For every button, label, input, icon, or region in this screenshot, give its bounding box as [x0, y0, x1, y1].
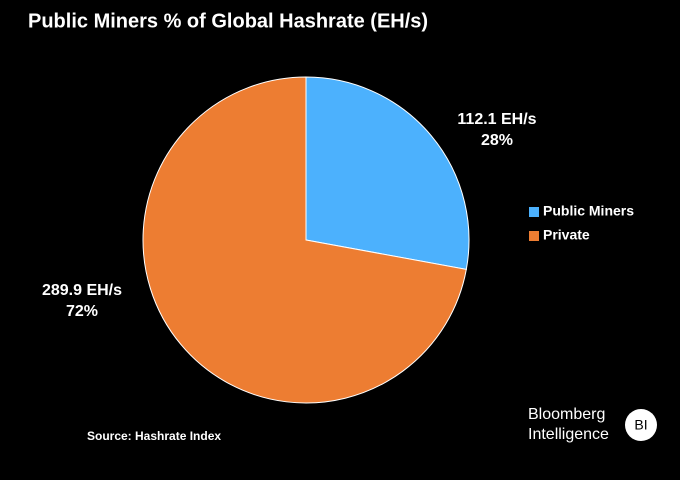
legend-swatch	[529, 207, 539, 217]
brand-badge: BI	[634, 417, 647, 433]
brand-badge-circle	[625, 409, 657, 441]
percent-label: 72%	[66, 303, 98, 320]
legend-label: Public Miners	[543, 203, 634, 219]
brand-line2: Intelligence	[528, 426, 609, 443]
pie-slice	[142, 76, 467, 404]
brand-line1: Bloomberg	[528, 406, 605, 423]
value-label: 112.1 EH/s	[457, 111, 536, 128]
value-label: 289.9 EH/s	[42, 282, 122, 299]
chart-title: Public Miners % of Global Hashrate (EH/s…	[28, 10, 428, 32]
pie-slice	[305, 76, 470, 270]
legend-label: Private	[543, 227, 590, 243]
percent-label: 28%	[481, 132, 513, 149]
legend-swatch	[529, 231, 539, 241]
source: Source: Hashrate Index	[87, 429, 221, 443]
